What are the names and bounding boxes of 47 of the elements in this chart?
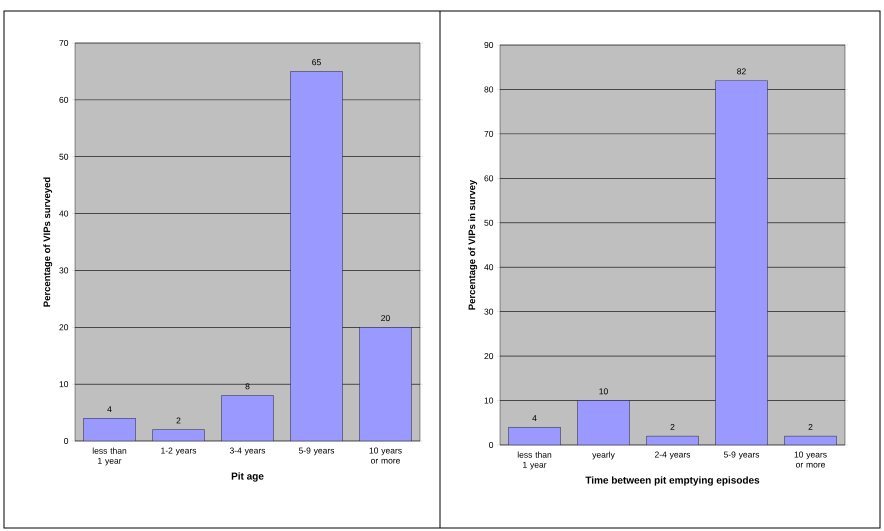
y-tick-label: 10 [484,398,494,404]
x-tick-label: 2-4 years [654,452,690,460]
x-tick-label: 1-2 years [161,448,196,456]
y-tick-label: 10 [60,381,68,388]
y-tick-label: 40 [59,210,68,217]
x-tick-label: 5-9 years [724,452,760,460]
x-axis-title: Pit age [232,472,264,482]
y-tick-label: 20 [484,353,494,360]
data-label: 2 [808,424,812,430]
bar [359,327,412,441]
x-tick-label: 3-4 years [230,448,266,456]
x-tick-label: less than 1 year [92,448,126,466]
y-tick-label: 60 [484,175,494,182]
bar [152,430,204,441]
y-axis-title: Percentage of VIPs surveyed [43,177,52,307]
data-label: 2 [670,424,674,430]
x-tick-label: 10 years or more [370,448,402,464]
y-tick-label: 60 [59,96,68,103]
data-label: 4 [107,406,112,412]
x-tick-label: less than 1 year [518,452,552,470]
y-tick-label: 90 [484,42,494,48]
bar [221,395,274,441]
data-label: 82 [737,68,746,74]
y-tick-label: 80 [484,86,494,92]
x-tick-label: 10 years or more [794,452,827,468]
bar [83,418,136,441]
data-label: 4 [532,415,537,422]
y-tick-label: 30 [59,267,68,274]
y-tick-label: 0 [64,438,68,444]
data-label: 10 [599,388,608,394]
y-tick-label: 40 [484,264,494,270]
bar [290,71,343,441]
y-tick-label: 30 [484,308,494,315]
y-tick-label: 50 [484,220,494,226]
data-label: 20 [381,315,390,322]
data-label: 2 [176,418,180,424]
y-tick-label: 20 [59,324,68,330]
data-label: 8 [246,383,250,390]
y-tick-label: 70 [484,130,494,137]
x-axis-title: Time between pit emptying episodes [585,476,760,486]
y-tick-label: 50 [59,154,68,160]
y-axis-title: Percentage of VIPs in survey [468,180,478,310]
y-tick-label: 0 [489,442,494,448]
x-tick-label: yearly [592,452,615,460]
data-label: 65 [312,59,321,66]
y-tick-label: 70 [59,40,68,46]
x-tick-label: 5-9 years [298,448,334,456]
